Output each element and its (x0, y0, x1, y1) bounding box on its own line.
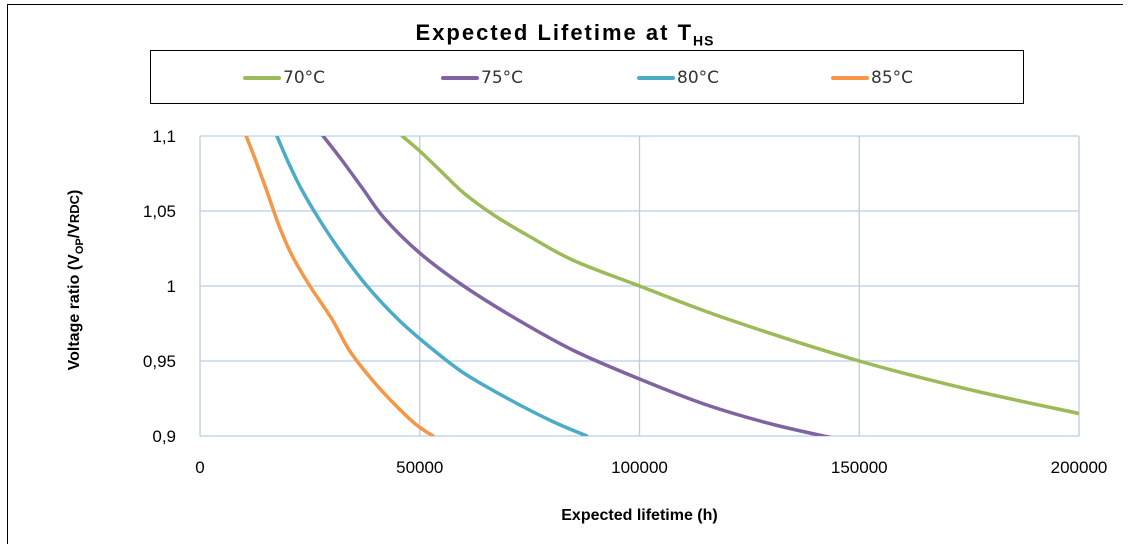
x-tick-label: 50000 (396, 458, 443, 477)
chart-title: Expected Lifetime at THS (415, 20, 715, 49)
legend-label-80c: 80°C (677, 68, 720, 88)
legend-label-85c: 85°C (871, 68, 914, 88)
x-tick-label: 0 (195, 458, 204, 477)
x-tick-label: 200000 (1051, 458, 1108, 477)
x-tick-label: 150000 (831, 458, 888, 477)
legend-label-75c: 75°C (481, 68, 524, 88)
x-tick-label: 100000 (611, 458, 668, 477)
y-tick-label: 1,05 (143, 202, 176, 221)
series-line-70c (400, 136, 1079, 416)
legend-item-70c: 70°C (243, 51, 325, 105)
legend-item-80c: 80°C (637, 51, 719, 105)
x-axis-title: Expected lifetime (h) (561, 507, 717, 524)
legend: 70°C 75°C 80°C 85°C (150, 50, 1024, 104)
legend-item-75c: 75°C (441, 51, 523, 105)
series-line-85c (244, 136, 435, 436)
y-axis-title: Voltage ratio (VOP/VRDC) (65, 189, 87, 371)
y-tick-label: 1 (167, 277, 176, 296)
legend-label-70c: 70°C (283, 68, 326, 88)
legend-item-85c: 85°C (831, 51, 913, 105)
legend-swatch-85c (831, 76, 869, 80)
legend-swatch-80c (637, 76, 675, 80)
y-tick-label: 0,95 (143, 352, 176, 371)
y-tick-label: 1,1 (152, 127, 176, 146)
legend-swatch-75c (441, 76, 479, 80)
series-line-75c (321, 136, 832, 436)
y-tick-label: 0,9 (152, 427, 176, 446)
legend-swatch-70c (243, 76, 281, 80)
series-line-80c (275, 136, 589, 436)
